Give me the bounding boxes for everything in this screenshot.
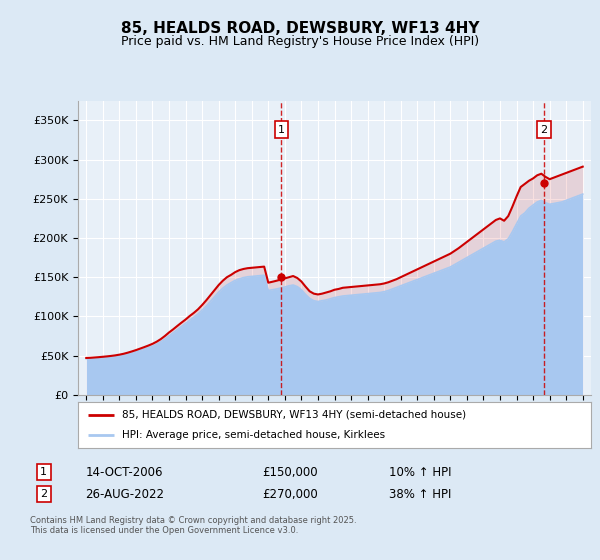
Text: £150,000: £150,000 (262, 465, 317, 479)
Text: 85, HEALDS ROAD, DEWSBURY, WF13 4HY (semi-detached house): 85, HEALDS ROAD, DEWSBURY, WF13 4HY (sem… (122, 410, 466, 420)
Text: Contains HM Land Registry data © Crown copyright and database right 2025.: Contains HM Land Registry data © Crown c… (30, 516, 356, 525)
Text: 2: 2 (540, 125, 547, 135)
Text: 85, HEALDS ROAD, DEWSBURY, WF13 4HY: 85, HEALDS ROAD, DEWSBURY, WF13 4HY (121, 21, 479, 36)
Text: £270,000: £270,000 (262, 488, 317, 501)
Text: 14-OCT-2006: 14-OCT-2006 (85, 465, 163, 479)
Text: This data is licensed under the Open Government Licence v3.0.: This data is licensed under the Open Gov… (30, 526, 298, 535)
Text: HPI: Average price, semi-detached house, Kirklees: HPI: Average price, semi-detached house,… (122, 430, 385, 440)
Text: 1: 1 (278, 125, 285, 135)
Text: 38% ↑ HPI: 38% ↑ HPI (389, 488, 451, 501)
Text: 10% ↑ HPI: 10% ↑ HPI (389, 465, 451, 479)
Text: 2: 2 (40, 489, 47, 499)
Text: 26-AUG-2022: 26-AUG-2022 (85, 488, 164, 501)
Text: 1: 1 (40, 467, 47, 477)
Text: Price paid vs. HM Land Registry's House Price Index (HPI): Price paid vs. HM Land Registry's House … (121, 35, 479, 48)
